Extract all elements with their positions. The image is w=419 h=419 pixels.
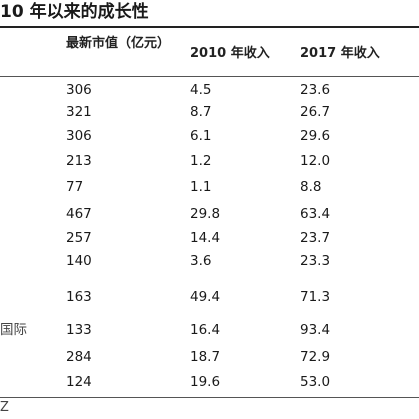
- table-row: 140 3.6 23.3: [0, 251, 419, 271]
- row-revenue-2017: 53.0: [300, 374, 331, 390]
- row-revenue-2010: 6.1: [190, 128, 212, 144]
- row-revenue-2017: 23.6: [300, 82, 331, 98]
- row-revenue-2010: 3.6: [190, 253, 212, 269]
- row-revenue-2017: 12.0: [300, 153, 331, 169]
- row-revenue-2010: 1.2: [190, 153, 212, 169]
- row-revenue-2010: 14.4: [190, 230, 221, 246]
- table-row: 124 19.6 53.0: [0, 372, 419, 392]
- table-row: 257 14.4 23.7: [0, 228, 419, 248]
- row-market-value: 306: [66, 128, 92, 144]
- row-revenue-2017: 71.3: [300, 289, 331, 305]
- row-revenue-2010: 4.5: [190, 82, 212, 98]
- row-revenue-2010: 16.4: [190, 322, 221, 338]
- row-revenue-2010: 1.1: [190, 179, 212, 195]
- header-rule: [0, 76, 419, 77]
- table-row: 284 18.7 72.9: [0, 347, 419, 367]
- row-revenue-2017: 26.7: [300, 104, 331, 120]
- row-revenue-2017: 63.4: [300, 206, 331, 222]
- row-market-value: 77: [66, 179, 84, 195]
- row-revenue-2010: 8.7: [190, 104, 212, 120]
- header-revenue-2017: 2017 年收入: [300, 46, 380, 61]
- row-revenue-2010: 19.6: [190, 374, 221, 390]
- footer-mark: Z: [0, 400, 9, 415]
- header-market-value: 最新市值（亿元）: [66, 36, 171, 51]
- row-market-value: 124: [66, 374, 92, 390]
- table-row: 306 4.5 23.6: [0, 80, 419, 100]
- row-market-value: 284: [66, 349, 92, 365]
- row-revenue-2010: 18.7: [190, 349, 221, 365]
- bottom-rule: [0, 397, 419, 398]
- table-row: 国际 133 16.4 93.4: [0, 320, 419, 340]
- header-revenue-2010: 2010 年收入: [190, 46, 270, 61]
- table-row: 77 1.1 8.8: [0, 177, 419, 197]
- table-row: 321 8.7 26.7: [0, 102, 419, 122]
- table-row: 467 29.8 63.4: [0, 204, 419, 224]
- row-market-value: 467: [66, 206, 92, 222]
- table-row: 306 6.1 29.6: [0, 126, 419, 146]
- row-revenue-2017: 23.3: [300, 253, 331, 269]
- row-revenue-2017: 93.4: [300, 322, 331, 338]
- row-market-value: 321: [66, 104, 92, 120]
- row-revenue-2010: 49.4: [190, 289, 221, 305]
- row-revenue-2017: 8.8: [300, 179, 322, 195]
- table-row: 213 1.2 12.0: [0, 151, 419, 171]
- row-market-value: 133: [66, 322, 92, 338]
- table-title: 10 年以来的成长性: [0, 2, 149, 22]
- row-market-value: 140: [66, 253, 92, 269]
- row-name: 国际: [0, 322, 27, 338]
- row-market-value: 163: [66, 289, 92, 305]
- row-market-value: 213: [66, 153, 92, 169]
- top-rule: [0, 26, 419, 28]
- row-revenue-2010: 29.8: [190, 206, 221, 222]
- row-revenue-2017: 72.9: [300, 349, 331, 365]
- table-row: 163 49.4 71.3: [0, 287, 419, 307]
- row-market-value: 306: [66, 82, 92, 98]
- row-market-value: 257: [66, 230, 92, 246]
- row-revenue-2017: 23.7: [300, 230, 331, 246]
- row-revenue-2017: 29.6: [300, 128, 331, 144]
